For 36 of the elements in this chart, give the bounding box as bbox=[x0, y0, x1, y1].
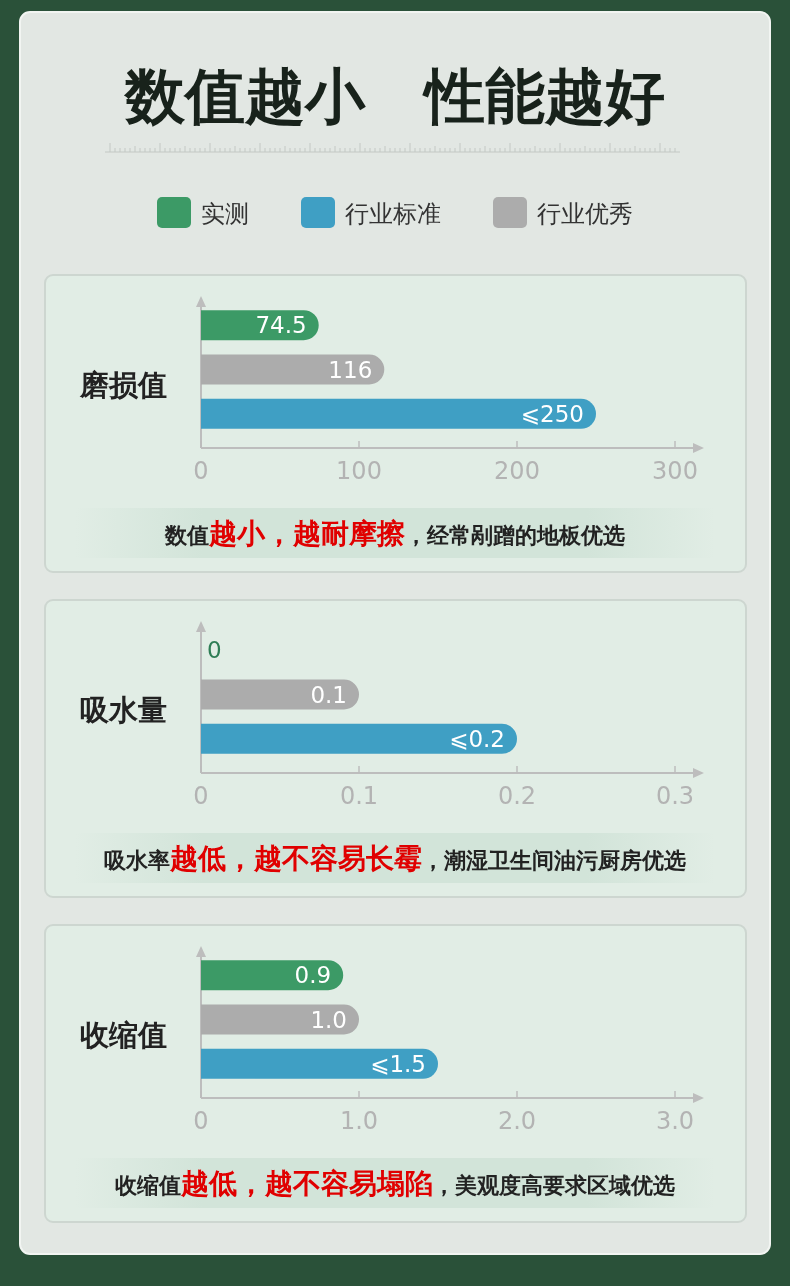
x-tick-label: 0.1 bbox=[339, 782, 379, 810]
legend-label: 实测 bbox=[201, 200, 249, 228]
text: 收缩值 bbox=[115, 1173, 181, 1198]
x-tick-label: 0 bbox=[193, 782, 209, 810]
data-label: ⩽0.2 bbox=[449, 725, 505, 752]
x-tick-label: 2.0 bbox=[497, 1107, 537, 1135]
data-label: 0.9 bbox=[294, 962, 332, 989]
data-label: 1.0 bbox=[310, 1006, 347, 1033]
text: 数值 bbox=[164, 523, 209, 548]
legend-label: 行业优秀 bbox=[537, 200, 633, 228]
y-axis-title: 吸水量 bbox=[80, 693, 167, 727]
data-label: 0.1 bbox=[310, 681, 347, 708]
x-tick-label: 100 bbox=[336, 457, 382, 485]
data-label: ⩽250 bbox=[520, 400, 584, 427]
data-label: 74.5 bbox=[255, 312, 307, 339]
y-axis-title: 收缩值 bbox=[80, 1018, 167, 1052]
x-tick-label: 3.0 bbox=[655, 1107, 695, 1135]
text: ，美观度高要求区域优选 bbox=[433, 1173, 675, 1198]
chart-title: 数值越小 性能越好 bbox=[123, 61, 665, 131]
x-tick-label: 0.3 bbox=[655, 782, 695, 810]
data-label: ⩽1.5 bbox=[370, 1050, 426, 1077]
x-tick-label: 300 bbox=[652, 457, 698, 485]
text: ，潮湿卫生间油污厨房优选 bbox=[422, 848, 686, 873]
text: 越低，越不容易长霉 bbox=[169, 842, 422, 875]
text: ，经常剐蹭的地板优选 bbox=[405, 523, 625, 548]
legend-label: 行业标准 bbox=[345, 200, 441, 228]
text: 吸水率 bbox=[104, 848, 170, 873]
y-axis-title: 磨损值 bbox=[79, 368, 167, 402]
text: 越小，越耐摩擦 bbox=[208, 517, 405, 550]
x-tick-label: 0.2 bbox=[497, 782, 537, 810]
x-tick-label: 0 bbox=[193, 1107, 209, 1135]
x-tick-label: 1.0 bbox=[339, 1107, 379, 1135]
data-label: 116 bbox=[328, 356, 373, 383]
text: 越低，越不容易塌陷 bbox=[180, 1167, 433, 1200]
x-tick-label: 0 bbox=[193, 457, 209, 485]
x-tick-label: 200 bbox=[494, 457, 540, 485]
